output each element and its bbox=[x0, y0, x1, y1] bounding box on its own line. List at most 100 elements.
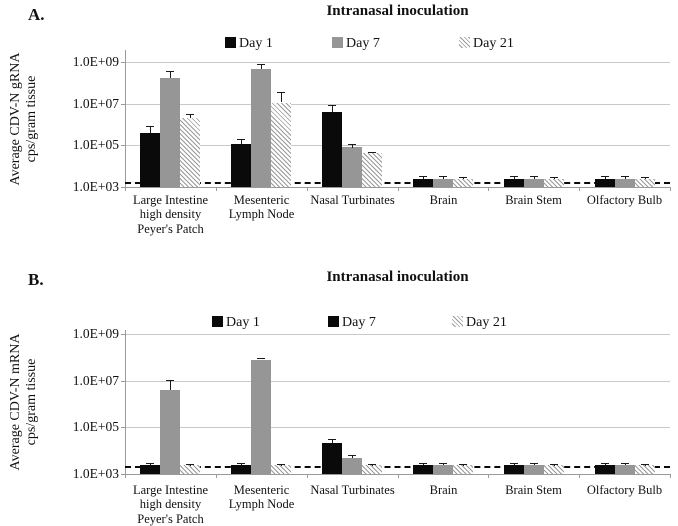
category-label: Nasal Turbinates bbox=[310, 483, 395, 497]
error-bar-cap bbox=[328, 105, 336, 106]
bar-day-7-olfactory-bulb bbox=[615, 179, 635, 187]
x-tick-mark bbox=[398, 474, 399, 478]
error-bar-cap bbox=[641, 464, 649, 465]
gridline bbox=[125, 104, 670, 105]
category-label: Brain Stem bbox=[505, 483, 562, 497]
bar-day-7-brain-stem bbox=[524, 465, 544, 474]
error-bar-cap bbox=[530, 463, 538, 464]
error-bar-cap bbox=[510, 463, 518, 464]
category-label: Nasal Turbinates bbox=[310, 193, 395, 207]
error-bar-stem bbox=[463, 177, 464, 179]
error-bar-stem bbox=[645, 464, 646, 466]
bar-day-21-nasal-turbinates bbox=[362, 153, 382, 187]
panel-b-label: B. bbox=[28, 270, 44, 289]
y-tick-mark bbox=[121, 62, 125, 63]
legend-item-day-7: Day 7 bbox=[332, 37, 380, 51]
bar-day-1-large-intestine bbox=[140, 133, 160, 187]
bar-day-7-large-intestine bbox=[160, 390, 180, 474]
error-bar-stem bbox=[281, 92, 282, 102]
legend-label: Day 1 bbox=[226, 315, 260, 330]
error-bar-cap bbox=[459, 464, 467, 465]
bar-day-1-mesenteric bbox=[231, 144, 251, 187]
gridline bbox=[125, 427, 670, 428]
legend-swatch-day-1 bbox=[225, 37, 236, 48]
category-label: Mesenteric Lymph Node bbox=[228, 483, 295, 512]
gridline bbox=[125, 334, 670, 335]
bar-day-7-large-intestine bbox=[160, 78, 180, 187]
y-tick-mark bbox=[121, 104, 125, 105]
error-bar-cap bbox=[439, 176, 447, 177]
bar-day-21-brain-stem bbox=[544, 465, 564, 474]
bar-day-21-olfactory-bulb bbox=[635, 179, 655, 187]
x-tick-mark bbox=[670, 474, 671, 478]
category-label: Brain bbox=[429, 193, 458, 207]
error-bar-cap bbox=[368, 464, 376, 465]
bar-day-7-brain bbox=[433, 465, 453, 474]
category-label: Mesenteric Lymph Node bbox=[228, 193, 295, 222]
panel-a-label: A. bbox=[28, 5, 45, 24]
error-bar-stem bbox=[241, 463, 242, 465]
error-bar-cap bbox=[459, 177, 467, 178]
error-bar-stem bbox=[281, 464, 282, 466]
bar-day-1-mesenteric bbox=[231, 465, 251, 474]
y-tick-label: 1.0E+05 bbox=[72, 137, 119, 152]
legend-item-day-21: Day 21 bbox=[459, 37, 514, 51]
y-tick-label: 1.0E+07 bbox=[72, 96, 119, 111]
error-bar-stem bbox=[625, 463, 626, 465]
category-label: Olfactory Bulb bbox=[586, 483, 663, 497]
error-bar-stem bbox=[423, 176, 424, 179]
legend-item-day-1: Day 1 bbox=[225, 37, 273, 51]
bar-day-7-nasal-turbinates bbox=[342, 458, 362, 474]
error-bar-cap bbox=[348, 144, 356, 145]
legend-item-day-21: Day 21 bbox=[452, 316, 507, 330]
bar-day-21-olfactory-bulb bbox=[635, 465, 655, 474]
y-tick-mark bbox=[121, 474, 125, 475]
legend-swatch-day-1 bbox=[212, 316, 223, 327]
panel-b-title: Intranasal inoculation bbox=[326, 269, 469, 285]
y-tick-label: 1.0E+05 bbox=[72, 419, 119, 434]
x-axis-line bbox=[125, 187, 670, 188]
bar-day-7-nasal-turbinates bbox=[342, 147, 362, 187]
error-bar-cap bbox=[146, 126, 154, 127]
x-tick-mark bbox=[216, 474, 217, 478]
error-bar-cap bbox=[146, 463, 154, 464]
x-tick-mark bbox=[488, 187, 489, 191]
x-axis-line bbox=[125, 474, 670, 475]
y-tick-mark bbox=[121, 381, 125, 382]
error-bar-cap bbox=[186, 114, 194, 115]
legend-label: Day 1 bbox=[239, 36, 273, 51]
error-bar-cap bbox=[601, 463, 609, 464]
error-bar-cap bbox=[510, 176, 518, 177]
bar-day-21-nasal-turbinates bbox=[362, 465, 382, 474]
error-bar-stem bbox=[443, 176, 444, 179]
error-bar-cap bbox=[419, 176, 427, 177]
legend-label: Day 21 bbox=[466, 315, 507, 330]
error-bar-stem bbox=[150, 463, 151, 465]
gridline bbox=[125, 381, 670, 382]
bar-day-1-olfactory-bulb bbox=[595, 179, 615, 187]
error-bar-stem bbox=[150, 126, 151, 133]
bar-day-1-large-intestine bbox=[140, 465, 160, 474]
gridline bbox=[125, 62, 670, 63]
error-bar-cap bbox=[550, 464, 558, 465]
error-bar-cap bbox=[257, 64, 265, 65]
error-bar-cap bbox=[530, 176, 538, 177]
error-bar-cap bbox=[277, 464, 285, 465]
error-bar-cap bbox=[237, 463, 245, 464]
bar-day-21-brain bbox=[453, 465, 473, 474]
x-tick-mark bbox=[307, 474, 308, 478]
error-bar-stem bbox=[170, 71, 171, 78]
error-bar-stem bbox=[190, 114, 191, 118]
category-label: Large Intestine high density Peyer's Pat… bbox=[132, 483, 209, 526]
error-bar-cap bbox=[621, 463, 629, 464]
error-bar-stem bbox=[443, 463, 444, 465]
x-tick-mark bbox=[398, 187, 399, 191]
x-tick-mark bbox=[307, 187, 308, 191]
error-bar-cap bbox=[277, 92, 285, 93]
y-tick-label: 1.0E+03 bbox=[72, 466, 119, 481]
error-bar-stem bbox=[241, 139, 242, 144]
gridline bbox=[125, 145, 670, 146]
error-bar-stem bbox=[514, 176, 515, 179]
